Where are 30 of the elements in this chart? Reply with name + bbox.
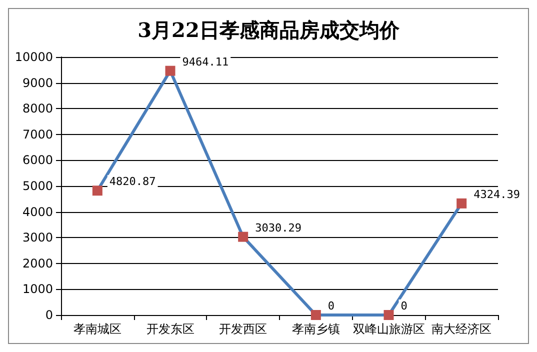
point	[310, 310, 321, 320]
y-tick-label: 5000	[22, 179, 53, 193]
data-label: 9464.11	[182, 55, 229, 68]
y-tick-label: 6000	[22, 153, 53, 168]
point	[165, 66, 176, 76]
x-tick-label: 开发西区	[219, 322, 268, 336]
y-tick-label: 2000	[22, 256, 53, 270]
y-tick-label: 3000	[22, 230, 53, 245]
y-tick-label: 8000	[22, 102, 53, 116]
x-tick-label: 南大经济区	[432, 322, 492, 336]
y-tick-label: 7000	[22, 127, 53, 142]
x-tick-label: 孝南乡镇	[292, 322, 340, 336]
x-tick-label: 孝南城区	[73, 322, 122, 336]
point	[238, 232, 248, 242]
chart-title: 3月22日孝感商品房成交均价	[138, 18, 400, 42]
data-label: 3030.29	[255, 221, 302, 234]
point	[456, 198, 467, 208]
y-tick-label: 9000	[22, 76, 53, 90]
y-tick-label: 1000	[22, 282, 53, 296]
x-tick-label: 开发东区	[146, 322, 194, 336]
point	[384, 310, 394, 320]
point	[92, 186, 102, 196]
y-tick-label: 10000	[14, 50, 53, 64]
x-tick-label: 双峰山旅游区	[352, 322, 425, 336]
data-label: 4324.39	[474, 188, 520, 201]
data-label: 0	[328, 300, 335, 312]
data-label: 4820.87	[109, 175, 156, 188]
y-tick-label: 4000	[22, 204, 53, 219]
data-label: 0	[400, 300, 408, 312]
y-tick-label: 0	[45, 308, 53, 322]
